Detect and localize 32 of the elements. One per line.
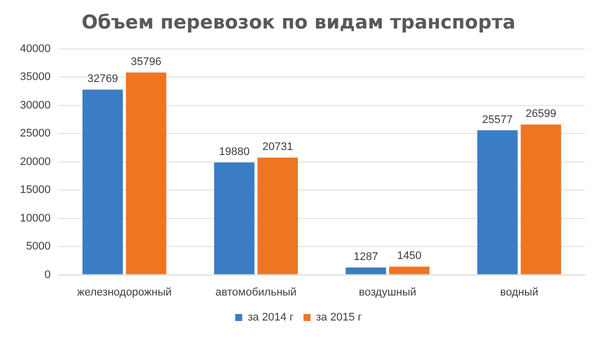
y-tick-label: 10000	[20, 212, 51, 224]
bar	[214, 162, 254, 274]
bar	[126, 72, 166, 274]
y-tick-label: 20000	[20, 156, 51, 168]
data-label: 25577	[482, 114, 513, 126]
data-label: 19880	[218, 146, 250, 158]
bar	[477, 130, 518, 274]
data-label: 1450	[397, 250, 422, 262]
x-tick-label: железнодорожный	[77, 286, 172, 298]
y-tick-label: 0	[44, 268, 51, 281]
bar	[389, 266, 430, 274]
chart-title: Объем перевозок по видам транспорта	[82, 11, 516, 34]
y-tick-label: 15000	[20, 184, 51, 196]
bar	[258, 158, 298, 274]
x-tick-label: автомобильный	[215, 286, 297, 298]
data-label: 35796	[130, 56, 162, 68]
bar	[346, 268, 386, 274]
x-tick-label: воздушный	[358, 286, 416, 298]
y-tick-label: 35000	[20, 71, 51, 84]
data-label: 20731	[262, 141, 294, 154]
y-tick-label: 5000	[26, 240, 51, 253]
data-label: 1287	[354, 251, 378, 264]
y-tick-label: 30000	[20, 99, 51, 112]
legend-label: за 2015 г	[316, 312, 362, 324]
bar	[520, 124, 562, 274]
y-tick-label: 25000	[20, 128, 51, 140]
data-label: 32769	[87, 73, 118, 86]
data-label: 26599	[526, 108, 556, 120]
y-tick-label: 40000	[20, 42, 51, 55]
legend-label: за 2014 г	[248, 312, 294, 324]
bar	[82, 90, 123, 274]
x-tick-label: водный	[500, 286, 538, 298]
